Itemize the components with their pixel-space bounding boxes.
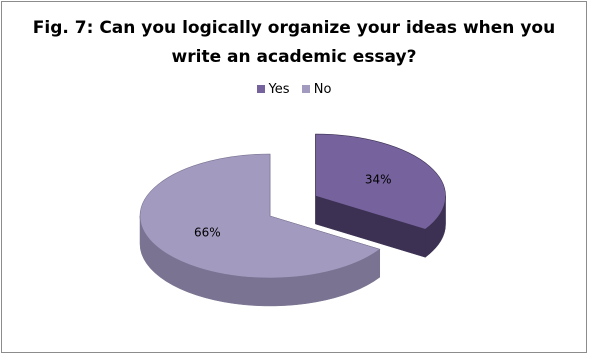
legend-swatch-no [301,84,310,93]
legend-item-no: No [301,82,332,97]
data-label-no: 66% [194,225,221,239]
chart-title: Fig. 7: Can you logically organize your … [2,14,586,72]
legend: Yes No [2,82,586,97]
legend-swatch-yes [256,84,265,93]
chart-title-line-1: Fig. 7: Can you logically organize your … [32,18,556,38]
pie-slice-no [139,153,381,279]
pie-slice-3d-yes [315,133,446,258]
data-label-yes: 34% [365,173,392,187]
pie-slice-yes [315,133,446,230]
legend-item-yes: Yes [256,82,290,97]
legend-label-no: No [313,82,332,97]
chart-title-line-2: write an academic essay? [171,47,417,67]
legend-label-yes: Yes [268,82,290,97]
pie-slice-3d-no [139,153,381,307]
